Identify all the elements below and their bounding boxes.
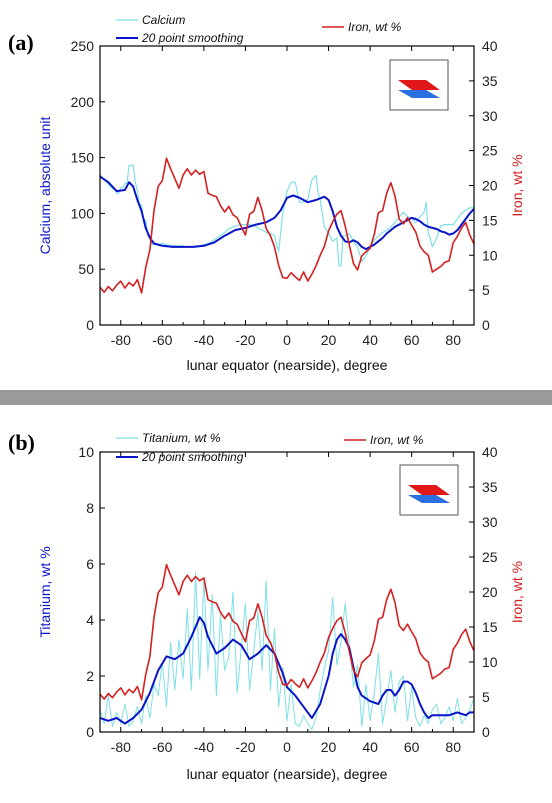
- series-line-iron: [100, 157, 474, 294]
- x-tick-label: 80: [445, 739, 461, 755]
- icon-plane-top: [398, 80, 440, 90]
- chart-b: (b) -80 -60 -40 -20 0 20 40 60 80 0 2 4 6 8 10 0 5 10 15 20 2…: [8, 430, 525, 782]
- y-left-tick-label: 150: [71, 150, 95, 166]
- y-right-tick-label: 10: [482, 247, 498, 263]
- x-tick-label: -40: [194, 332, 214, 348]
- x-axis-title: lunar equator (nearside), degree: [187, 357, 388, 373]
- panel-divider: [0, 390, 552, 405]
- y-right-tick-label: 40: [482, 38, 498, 54]
- icon-plane-top: [408, 485, 450, 495]
- legend-label: 20 point smoothing: [141, 31, 244, 45]
- x-tick-label: 0: [283, 739, 291, 755]
- x-tick-label: -40: [194, 739, 214, 755]
- x-tick-label: 20: [321, 739, 337, 755]
- series-line-calcium: [100, 164, 474, 267]
- series-line-smooth: [100, 175, 474, 251]
- series-line-iron: [100, 563, 474, 701]
- x-tick-label: 80: [445, 332, 461, 348]
- y-right-tick-label: 5: [482, 282, 490, 298]
- y-right-tick-label: 25: [482, 143, 498, 159]
- legend-label: Iron, wt %: [348, 20, 402, 34]
- panel-label: (b): [8, 430, 35, 455]
- y-left-tick-label: 100: [71, 205, 95, 221]
- y-right-tick-label: 20: [482, 584, 498, 600]
- x-tick-label: -20: [235, 739, 255, 755]
- y-left-tick-label: 0: [86, 724, 94, 740]
- y-left-tick-label: 50: [78, 261, 94, 277]
- y-right-tick-label: 40: [482, 444, 498, 460]
- y-right-tick-label: 20: [482, 178, 498, 194]
- y-left-tick-label: 6: [86, 556, 94, 572]
- legend-label: Iron, wt %: [370, 433, 424, 447]
- y-right-tick-label: 25: [482, 549, 498, 565]
- y-left-tick-label: 2: [86, 668, 94, 684]
- x-tick-label: 60: [404, 739, 420, 755]
- x-axis-title: lunar equator (nearside), degree: [187, 766, 388, 782]
- y-left-axis-title: Titanium, wt %: [37, 546, 53, 637]
- legend-label: 20 point smoothing: [141, 450, 244, 464]
- y-left-tick-label: 250: [71, 38, 95, 54]
- x-tick-label: -80: [111, 332, 131, 348]
- legend-label: Titanium, wt %: [142, 431, 221, 445]
- y-right-tick-label: 0: [482, 317, 490, 333]
- x-tick-label: 60: [404, 332, 420, 348]
- y-right-axis-title: Iron, wt %: [509, 154, 525, 216]
- layered-planes-icon: [389, 59, 449, 111]
- x-tick-label: 40: [362, 739, 378, 755]
- y-right-tick-label: 15: [482, 619, 498, 635]
- y-right-tick-label: 10: [482, 654, 498, 670]
- layered-planes-icon: [399, 464, 459, 516]
- x-tick-label: -60: [152, 739, 172, 755]
- y-left-tick-label: 4: [86, 612, 94, 628]
- y-right-tick-label: 0: [482, 724, 490, 740]
- y-right-axis-title: Iron, wt %: [509, 561, 525, 623]
- legend-label: Calcium: [142, 13, 185, 27]
- x-tick-label: -20: [235, 332, 255, 348]
- x-tick-label: 40: [362, 332, 378, 348]
- x-tick-label: -60: [152, 332, 172, 348]
- x-tick-label: 20: [321, 332, 337, 348]
- x-tick-label: -80: [111, 739, 131, 755]
- panel-b: (b) -80 -60 -40 -20 0 20 40 60 80 0 2 4 6 8 10 0 5 10 15 20 2…: [0, 405, 552, 798]
- y-left-axis-title: Calcium, absolute unit: [37, 117, 53, 255]
- y-right-tick-label: 15: [482, 212, 498, 228]
- panel-label: (a): [8, 30, 34, 55]
- y-right-tick-label: 35: [482, 73, 498, 89]
- y-left-tick-label: 8: [86, 500, 94, 516]
- y-left-tick-label: 200: [71, 94, 95, 110]
- series-line-titanium: [100, 571, 474, 730]
- panel-a: (a) -80 -60 -40 -20 0 20 40 60 80 0 50 100 150 200 250 0…: [0, 0, 552, 390]
- chart-a: (a) -80 -60 -40 -20 0 20 40 60 80 0 50 100 150 200 250 0…: [8, 13, 525, 373]
- icon-plane-bottom: [408, 495, 450, 503]
- y-right-tick-label: 5: [482, 689, 490, 705]
- series-line-smooth: [100, 616, 474, 725]
- x-tick-label: 0: [283, 332, 291, 348]
- y-left-tick-label: 10: [78, 444, 94, 460]
- icon-plane-bottom: [398, 90, 440, 98]
- y-right-tick-label: 30: [482, 108, 498, 124]
- y-right-tick-label: 35: [482, 479, 498, 495]
- y-left-tick-label: 0: [86, 317, 94, 333]
- y-right-tick-label: 30: [482, 514, 498, 530]
